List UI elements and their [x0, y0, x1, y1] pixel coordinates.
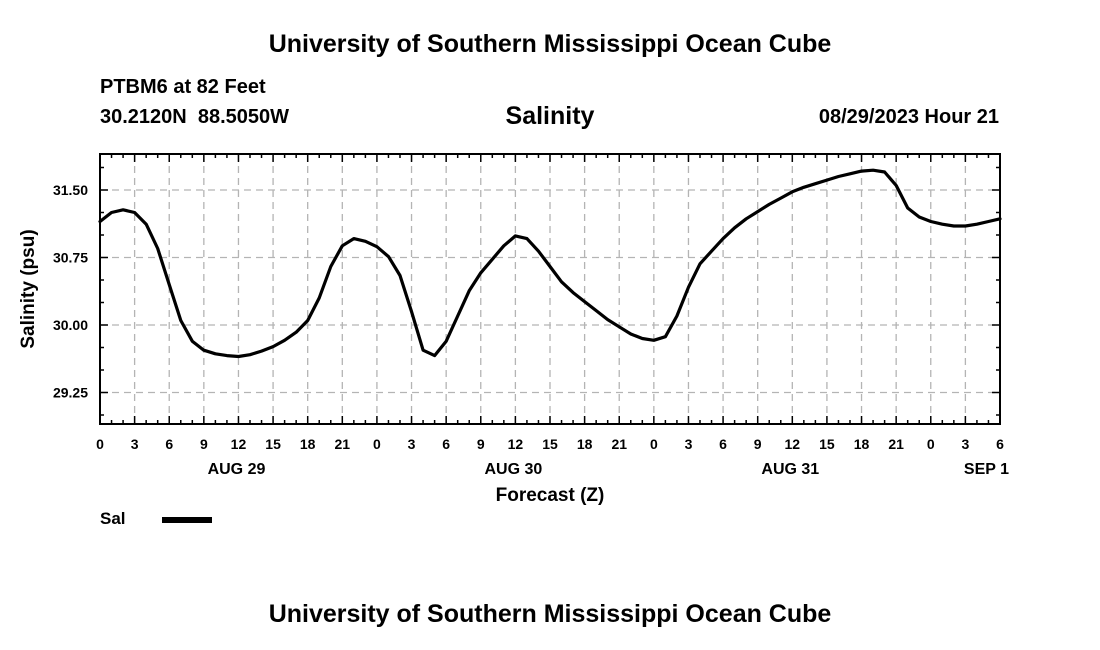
x-tick-label: 0 — [96, 436, 104, 452]
x-tick-label: 9 — [477, 436, 485, 452]
x-tick-label: 21 — [611, 436, 627, 452]
date-label: SEP 1 — [964, 461, 1009, 478]
y-tick-label: 29.25 — [53, 385, 88, 401]
y-tick-label: 30.75 — [53, 250, 88, 266]
x-tick-label: 21 — [335, 436, 351, 452]
x-tick-label: 18 — [854, 436, 870, 452]
x-tick-label: 9 — [200, 436, 208, 452]
axis-labels: 0 3 6 9 12 15 18 21 0 3 6 9 12 15 18 21 0 3 6 9 12 15 18 21 0 3 6 A… — [18, 182, 1009, 506]
x-tick-label: 12 — [508, 436, 524, 452]
series-line-sal — [98, 168, 1002, 359]
axes — [99, 153, 1001, 425]
forecast-timestamp: 08/29/2023 Hour 21 — [818, 106, 999, 128]
series-layer — [98, 168, 1002, 359]
x-tick-label: 3 — [685, 436, 693, 452]
x-tick-label: 15 — [542, 436, 558, 452]
header-title: University of Southern Mississippi Ocean… — [268, 30, 832, 58]
station-coords: 30.2120N 88.5050W — [100, 106, 290, 128]
x-axis-title: Forecast (Z) — [496, 485, 605, 506]
date-label: AUG 31 — [761, 461, 819, 478]
x-tick-label: 6 — [719, 436, 727, 452]
x-tick-label: 6 — [996, 436, 1004, 452]
legend-label: Sal — [100, 509, 126, 528]
station-name: PTBM6 at 82 Feet — [100, 76, 266, 98]
legend-swatch — [162, 517, 212, 523]
x-tick-label: 3 — [131, 436, 139, 452]
y-axis-title: Salinity (psu) — [18, 229, 39, 348]
x-tick-label: 3 — [408, 436, 416, 452]
date-label: AUG 29 — [208, 461, 266, 478]
x-tick-label: 6 — [442, 436, 450, 452]
x-tick-label: 0 — [650, 436, 658, 452]
x-tick-label: 18 — [300, 436, 316, 452]
x-tick-label: 6 — [165, 436, 173, 452]
x-tick-label: 18 — [577, 436, 593, 452]
x-tick-label: 3 — [961, 436, 969, 452]
footer-title: University of Southern Mississippi Ocean… — [268, 600, 832, 628]
date-label: AUG 30 — [484, 461, 542, 478]
x-tick-label: 9 — [754, 436, 762, 452]
x-tick-label: 12 — [231, 436, 247, 452]
x-tick-label: 15 — [265, 436, 281, 452]
x-tick-label: 15 — [819, 436, 835, 452]
x-tick-label: 0 — [927, 436, 935, 452]
y-tick-label: 31.50 — [53, 182, 88, 198]
grid-lines — [100, 154, 1000, 424]
y-tick-label: 30.00 — [53, 317, 88, 333]
x-tick-label: 0 — [373, 436, 381, 452]
x-tick-label: 12 — [785, 436, 801, 452]
chart-title: Salinity — [505, 102, 595, 130]
x-tick-label: 21 — [888, 436, 904, 452]
